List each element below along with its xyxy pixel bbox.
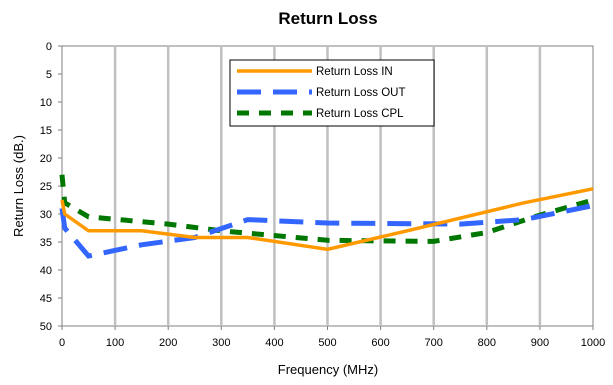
chart-title: Return Loss [278, 9, 377, 28]
x-axis-label: Frequency (MHz) [278, 362, 378, 377]
series-line-return-loss-out [59, 203, 594, 259]
y-tick-label: 40 [40, 265, 52, 277]
x-tick-label: 600 [371, 337, 389, 349]
y-tick-label: 25 [40, 181, 52, 193]
x-tick-label: 1000 [581, 337, 605, 349]
data-series [59, 174, 594, 259]
y-tick-label: 30 [40, 209, 52, 221]
x-tick-label: 500 [318, 337, 336, 349]
y-tick-label: 50 [40, 321, 52, 333]
y-tick-label: 20 [40, 153, 52, 165]
y-tick-label: 35 [40, 237, 52, 249]
y-tick-label: 45 [40, 293, 52, 305]
legend-label: Return Loss CPL [316, 108, 404, 120]
series-line-return-loss-in [60, 187, 594, 252]
gridlines [113, 46, 542, 326]
x-tick-label: 100 [106, 337, 124, 349]
x-tick-label: 400 [265, 337, 283, 349]
series-line-return-loss-cpl [59, 174, 594, 244]
y-tick-label: 5 [46, 69, 52, 81]
y-tick-label: 0 [46, 41, 52, 53]
y-tick-label: 15 [40, 125, 52, 137]
x-tick-label: 200 [159, 337, 177, 349]
x-tick-label: 700 [425, 337, 443, 349]
y-tick-label: 10 [40, 97, 52, 109]
legend-label: Return Loss OUT [316, 87, 405, 99]
x-tick-label: 900 [531, 337, 549, 349]
legend: Return Loss IN Return Loss OUT Return Loss… [229, 59, 435, 127]
legend-label: Return Loss IN [316, 66, 393, 78]
axis-ticks: 0 100 200 300 400 500 600 700 800 900 1000 0 5 10 15 20… [40, 41, 605, 349]
x-tick-label: 300 [212, 337, 230, 349]
x-tick-label: 0 [59, 337, 65, 349]
y-axis-label: Return Loss (dB.) [11, 135, 26, 237]
x-tick-label: 800 [478, 337, 496, 349]
